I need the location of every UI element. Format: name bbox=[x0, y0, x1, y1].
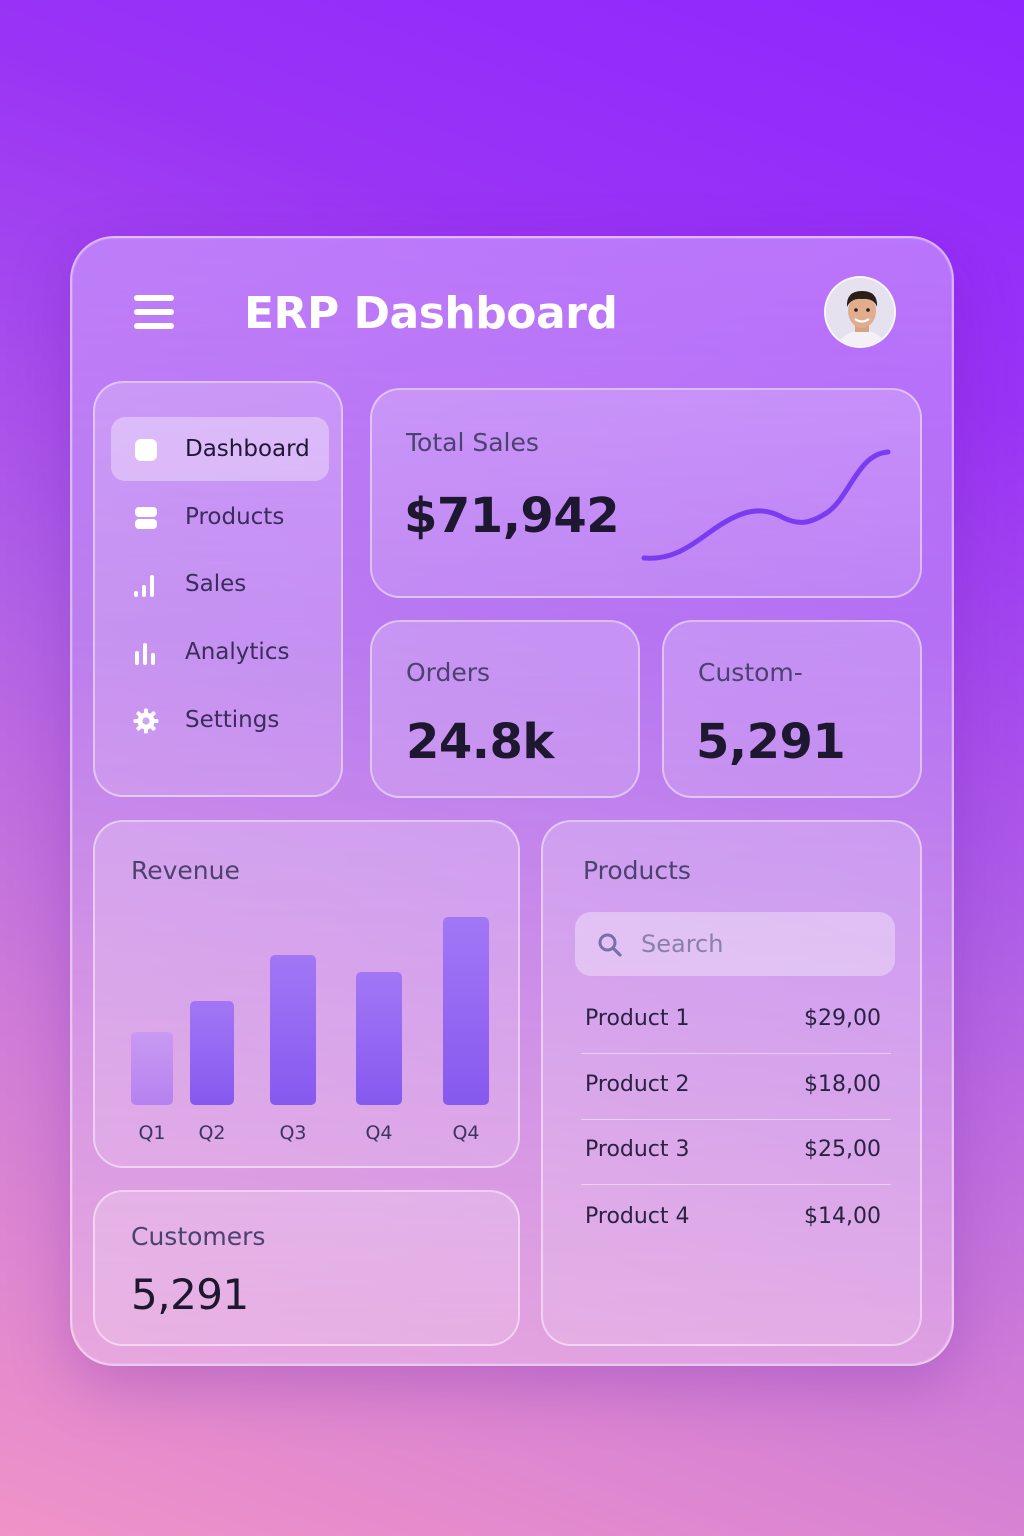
x-tick-label: Q2 bbox=[198, 1122, 226, 1144]
product-price: $18,00 bbox=[804, 1072, 881, 1097]
orders-label: Orders bbox=[406, 658, 491, 687]
user-avatar-icon bbox=[826, 278, 894, 346]
gear-icon bbox=[133, 708, 159, 734]
sidebar-item-label: Products bbox=[185, 504, 285, 530]
revenue-bar-5[interactable] bbox=[443, 917, 489, 1105]
table-row[interactable]: Product 2 $18,00 bbox=[581, 1054, 891, 1120]
search-icon bbox=[598, 933, 622, 957]
sidebar-item-products[interactable]: Products bbox=[111, 485, 329, 549]
revenue-card: Revenue Q1 Q2 Q3 Q4 Q4 bbox=[93, 820, 520, 1168]
x-tick-label: Q3 bbox=[279, 1122, 307, 1144]
table-row[interactable]: Product 1 $29,00 bbox=[581, 988, 891, 1054]
sidebar-item-analytics[interactable]: Analytics bbox=[111, 620, 329, 684]
customers-summary-value: 5,291 bbox=[696, 714, 846, 770]
table-row[interactable]: Product 4 $14,00 bbox=[581, 1186, 891, 1252]
revenue-bar-4[interactable] bbox=[356, 972, 402, 1105]
sales-sparkline bbox=[641, 449, 891, 561]
products-label: Products bbox=[583, 856, 691, 885]
revenue-bar-chart: Q1 Q2 Q3 Q4 Q4 bbox=[95, 822, 522, 1170]
product-name: Product 1 bbox=[585, 1006, 690, 1031]
square-icon bbox=[135, 439, 157, 461]
customers-label: Customers bbox=[131, 1222, 266, 1251]
product-price: $14,00 bbox=[804, 1204, 881, 1229]
revenue-bar-2[interactable] bbox=[190, 1001, 234, 1105]
search-placeholder: Search bbox=[641, 930, 724, 958]
bar-chart-icon bbox=[135, 643, 155, 665]
total-sales-card: Total Sales $71,942 bbox=[370, 388, 922, 598]
erp-dashboard-window: ERP Dashboard Dashboard bbox=[70, 236, 954, 1366]
avatar[interactable] bbox=[824, 276, 896, 348]
header: ERP Dashboard bbox=[72, 238, 952, 388]
product-name: Product 2 bbox=[585, 1072, 690, 1097]
products-card: Products Search Product 1 $29,00 Product… bbox=[541, 820, 922, 1346]
product-price: $25,00 bbox=[804, 1137, 881, 1162]
table-row[interactable]: Product 3 $25,00 bbox=[581, 1119, 891, 1185]
customers-summary-label: Custom- bbox=[698, 658, 803, 687]
orders-value: 24.8k bbox=[406, 714, 554, 770]
product-name: Product 3 bbox=[585, 1137, 690, 1162]
sidebar-item-settings[interactable]: Settings bbox=[111, 688, 329, 752]
sidebar-item-label: Analytics bbox=[185, 639, 290, 665]
revenue-label: Revenue bbox=[131, 856, 240, 885]
signal-bars-icon bbox=[134, 575, 154, 597]
total-sales-value: $71,942 bbox=[404, 488, 620, 544]
product-name: Product 4 bbox=[585, 1204, 690, 1229]
total-sales-label: Total Sales bbox=[406, 428, 539, 457]
product-price: $29,00 bbox=[804, 1006, 881, 1031]
page-title: ERP Dashboard bbox=[244, 288, 618, 339]
sidebar-item-dashboard[interactable]: Dashboard bbox=[111, 417, 329, 481]
x-tick-label: Q4 bbox=[365, 1122, 393, 1144]
sidebar-item-label: Dashboard bbox=[185, 436, 310, 462]
sidebar-item-label: Sales bbox=[185, 571, 247, 597]
revenue-bar-1[interactable] bbox=[131, 1032, 173, 1105]
orders-card: Orders 24.8k bbox=[370, 620, 640, 798]
customers-card: Customers 5,291 bbox=[93, 1190, 520, 1346]
customers-value: 5,291 bbox=[131, 1270, 249, 1319]
sidebar-item-sales[interactable]: Sales bbox=[111, 552, 329, 616]
revenue-bar-3[interactable] bbox=[270, 954, 316, 1105]
x-tick-label: Q1 bbox=[138, 1122, 166, 1144]
customers-summary-card: Custom- 5,291 bbox=[662, 620, 922, 798]
search-input[interactable]: Search bbox=[575, 912, 895, 976]
hamburger-menu-icon[interactable] bbox=[134, 293, 176, 331]
sidebar: Dashboard Products Sales Analytics bbox=[93, 381, 343, 797]
x-tick-label: Q4 bbox=[452, 1122, 480, 1144]
stack-icon bbox=[135, 507, 157, 529]
sidebar-item-label: Settings bbox=[185, 707, 280, 733]
